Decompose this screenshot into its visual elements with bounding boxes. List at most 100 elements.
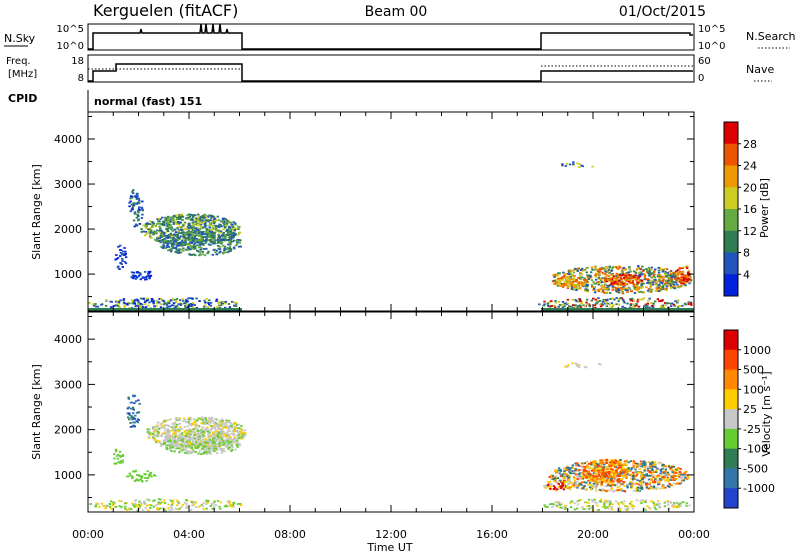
power-echo-cell [204,304,207,307]
velocity-echo-cell [620,466,624,468]
power-echo-cell [686,271,690,274]
power-echo-cell [180,244,183,247]
power-echo-cell [633,288,636,291]
power-echo-cell [147,272,151,275]
velocity-echo-cell [631,482,634,485]
velocity-echo-cell [559,470,563,472]
velocity-echo-cell [603,476,607,479]
power-echo-cell [603,292,606,294]
power-echo-cell [674,277,677,280]
power-echo-cell [685,265,688,268]
power-echo-cell [222,231,225,234]
velocity-echo-cell [212,505,216,508]
velocity-echo-cell [594,484,597,487]
power-echo-cell [210,239,213,241]
power-echo-cell [571,298,575,301]
power-echo-cell [192,240,195,243]
power-echo-cell [88,302,91,304]
velocity-echo-cell [104,504,107,507]
power-echo-cell [217,245,220,247]
velocity-echo-cell [219,425,222,427]
power-echo-cell [198,251,202,254]
velocity-echo-cell [188,428,192,431]
power-echo-cell [133,276,136,279]
velocity-echo-cell [213,443,216,446]
velocity-echo-cell [623,471,626,474]
power-echo-cell [226,239,229,241]
velocity-echo-cell [218,447,222,450]
power-echo-cell [611,266,614,269]
velocity-echo-cell [653,486,656,489]
velocity-echo-cell [176,430,179,432]
velocity-echo-cell [207,432,211,435]
velocity-echo-cell [668,464,671,467]
power-echo-cell [184,301,187,304]
velocity-echo-cell [653,481,657,483]
velocity-echo-cell [616,480,620,483]
velocity-echo-cell [164,509,167,512]
power-echo-cell [137,305,140,307]
power-echo-cell [570,305,573,308]
velocity-echo-cell [606,468,609,471]
power-echo-cell [152,233,155,235]
power-echo-cell [206,233,209,236]
power-echo-cell [155,302,159,305]
power-echo-cell [228,250,231,252]
colorbar-tick-label: 20 [743,181,757,194]
velocity-echo-cell [95,502,98,505]
velocity-echo-cell [207,434,210,436]
power-echo-cell [666,284,670,287]
velocity-echo-cell [242,435,246,438]
power-echo-cell [627,280,631,283]
velocity-echo-cell [614,473,618,475]
power-echo-cell [608,272,611,274]
power-plot-frame [87,111,695,312]
velocity-echo-cell [120,506,123,509]
velocity-echo-cell [191,423,195,426]
velocity-echo-cell [626,485,629,488]
power-echo-cell [131,301,135,304]
power-echo-cell [184,248,188,251]
velocity-echo-cell [158,441,161,444]
velocity-echo-cell [666,471,669,474]
power-echo-cell [177,216,181,219]
power-echo-cell [637,276,640,279]
power-echo-cell [215,229,218,232]
power-echo-cell [638,271,641,274]
power-echo-cell [595,302,598,305]
power-echo-cell [639,279,642,281]
velocity-echo-cell [627,461,630,464]
velocity-echo-cell [609,480,612,483]
power-echo-cell [231,224,234,227]
power-echo-cell [607,279,610,281]
power-echo-cell [190,242,193,245]
velocity-echo-cell [582,466,585,469]
power-echo-cell [640,286,643,289]
power-echo-cell [538,303,541,306]
velocity-echo-cell [169,447,172,449]
velocity-echo-cell [139,478,142,481]
velocity-echo-cell [219,507,222,510]
velocity-echo-cell [233,430,236,433]
power-echo-cell [227,239,230,241]
power-echo-cell [189,241,192,244]
velocity-echo-cell [674,477,677,480]
power-echo-cell [626,289,629,292]
power-echo-cell [165,304,169,306]
power-echo-cell [676,301,679,304]
power-echo-cell [196,218,199,221]
velocity-echo-cell [177,418,180,420]
velocity-echo-cell [670,484,673,487]
power-echo-cell [124,256,128,259]
velocity-echo-cell [114,506,118,508]
velocity-echo-cell [183,436,186,439]
velocity-echo-cell [165,446,168,449]
power-echo-cell [152,301,155,304]
power-echo-cell [568,163,572,166]
velocity-echo-cell [671,476,674,479]
power-echo-cell [187,234,191,237]
power-echo-cell [557,301,561,303]
power-echo-cell [553,274,557,277]
velocity-echo-cell [127,406,131,409]
velocity-echo-cell [635,482,639,485]
